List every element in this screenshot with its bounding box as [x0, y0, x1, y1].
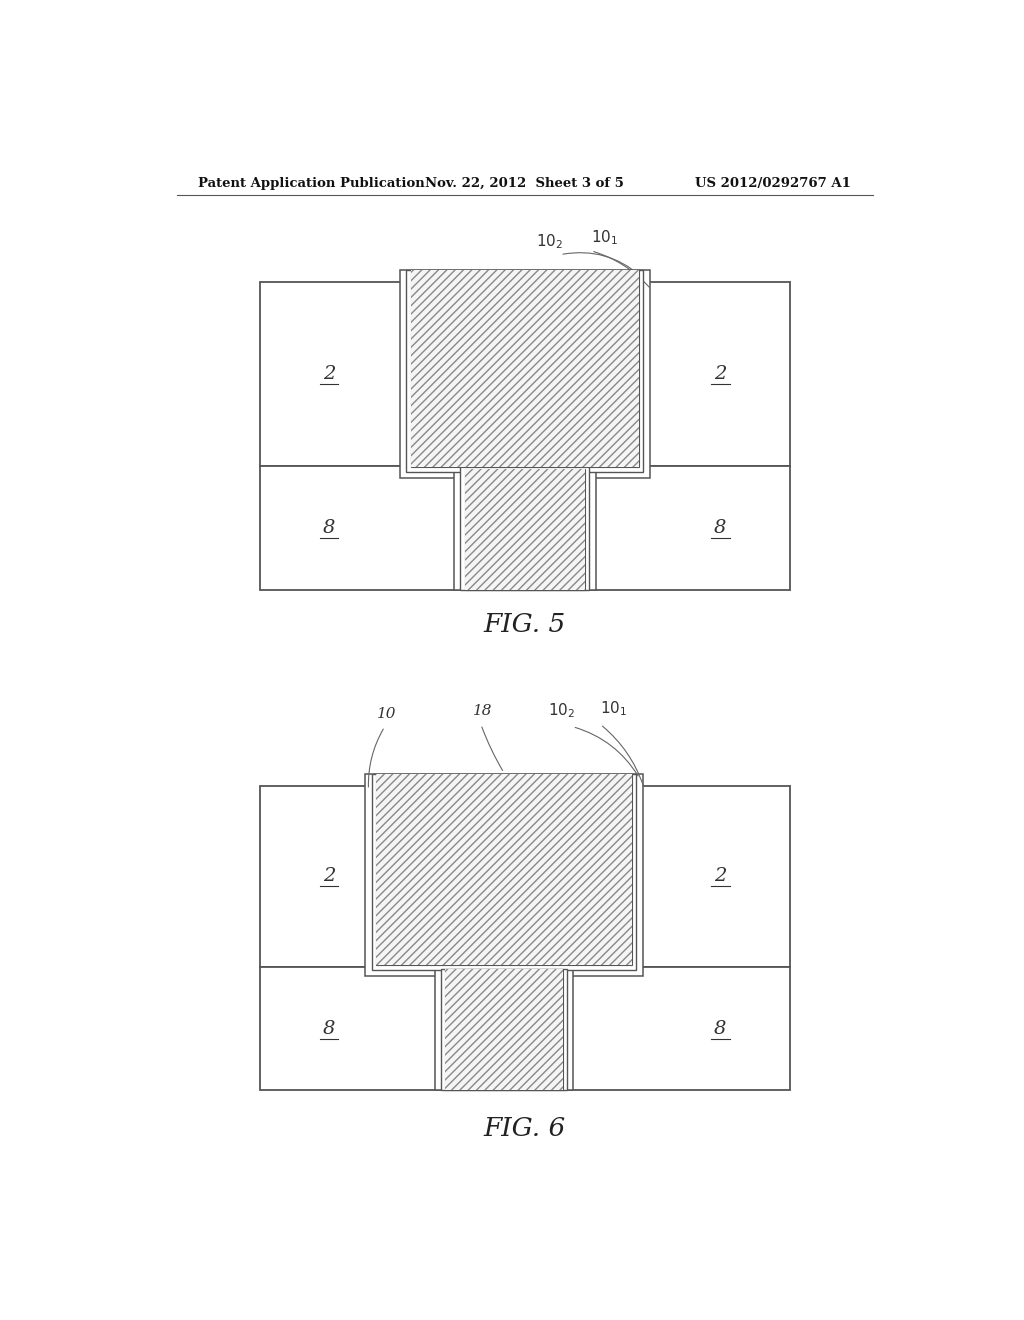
- Bar: [260, 466, 790, 590]
- Text: 16: 16: [493, 871, 515, 890]
- Bar: [460, 466, 590, 590]
- Bar: [407, 271, 643, 471]
- Text: 6: 6: [519, 516, 530, 533]
- Bar: [260, 281, 790, 466]
- Bar: [260, 966, 790, 1090]
- Text: 18: 18: [473, 704, 493, 718]
- Text: $10_1$: $10_1$: [591, 228, 618, 247]
- Text: 8: 8: [714, 519, 727, 537]
- Text: 2: 2: [714, 366, 727, 383]
- Bar: [435, 964, 573, 1090]
- Text: $10_2$: $10_2$: [536, 232, 563, 251]
- Text: 10: 10: [377, 706, 396, 721]
- Text: Patent Application Publication: Patent Application Publication: [199, 177, 425, 190]
- Text: 16: 16: [513, 362, 537, 379]
- Text: $10_2$: $10_2$: [548, 702, 575, 721]
- Bar: [366, 775, 643, 977]
- Text: 8: 8: [714, 1019, 727, 1038]
- Bar: [376, 775, 632, 965]
- Text: 8: 8: [323, 519, 336, 537]
- Bar: [400, 271, 649, 478]
- Bar: [376, 775, 632, 965]
- Text: FIG. 6: FIG. 6: [483, 1117, 566, 1140]
- Text: US 2012/0292767 A1: US 2012/0292767 A1: [695, 177, 851, 190]
- Bar: [441, 969, 567, 1090]
- Bar: [260, 785, 790, 966]
- Text: 2: 2: [323, 366, 336, 383]
- Bar: [465, 469, 585, 590]
- Bar: [411, 271, 639, 467]
- Text: FIG. 5: FIG. 5: [483, 611, 566, 636]
- Bar: [465, 469, 585, 590]
- Bar: [454, 461, 596, 590]
- Text: 6: 6: [499, 1018, 510, 1036]
- Text: 2: 2: [323, 867, 336, 886]
- Text: Nov. 22, 2012  Sheet 3 of 5: Nov. 22, 2012 Sheet 3 of 5: [425, 177, 625, 190]
- Bar: [372, 775, 637, 970]
- Bar: [445, 969, 562, 1090]
- Text: $10_1$: $10_1$: [600, 700, 628, 718]
- Bar: [411, 271, 639, 467]
- Text: 8: 8: [323, 1019, 336, 1038]
- Bar: [445, 969, 562, 1090]
- Text: 2: 2: [714, 867, 727, 886]
